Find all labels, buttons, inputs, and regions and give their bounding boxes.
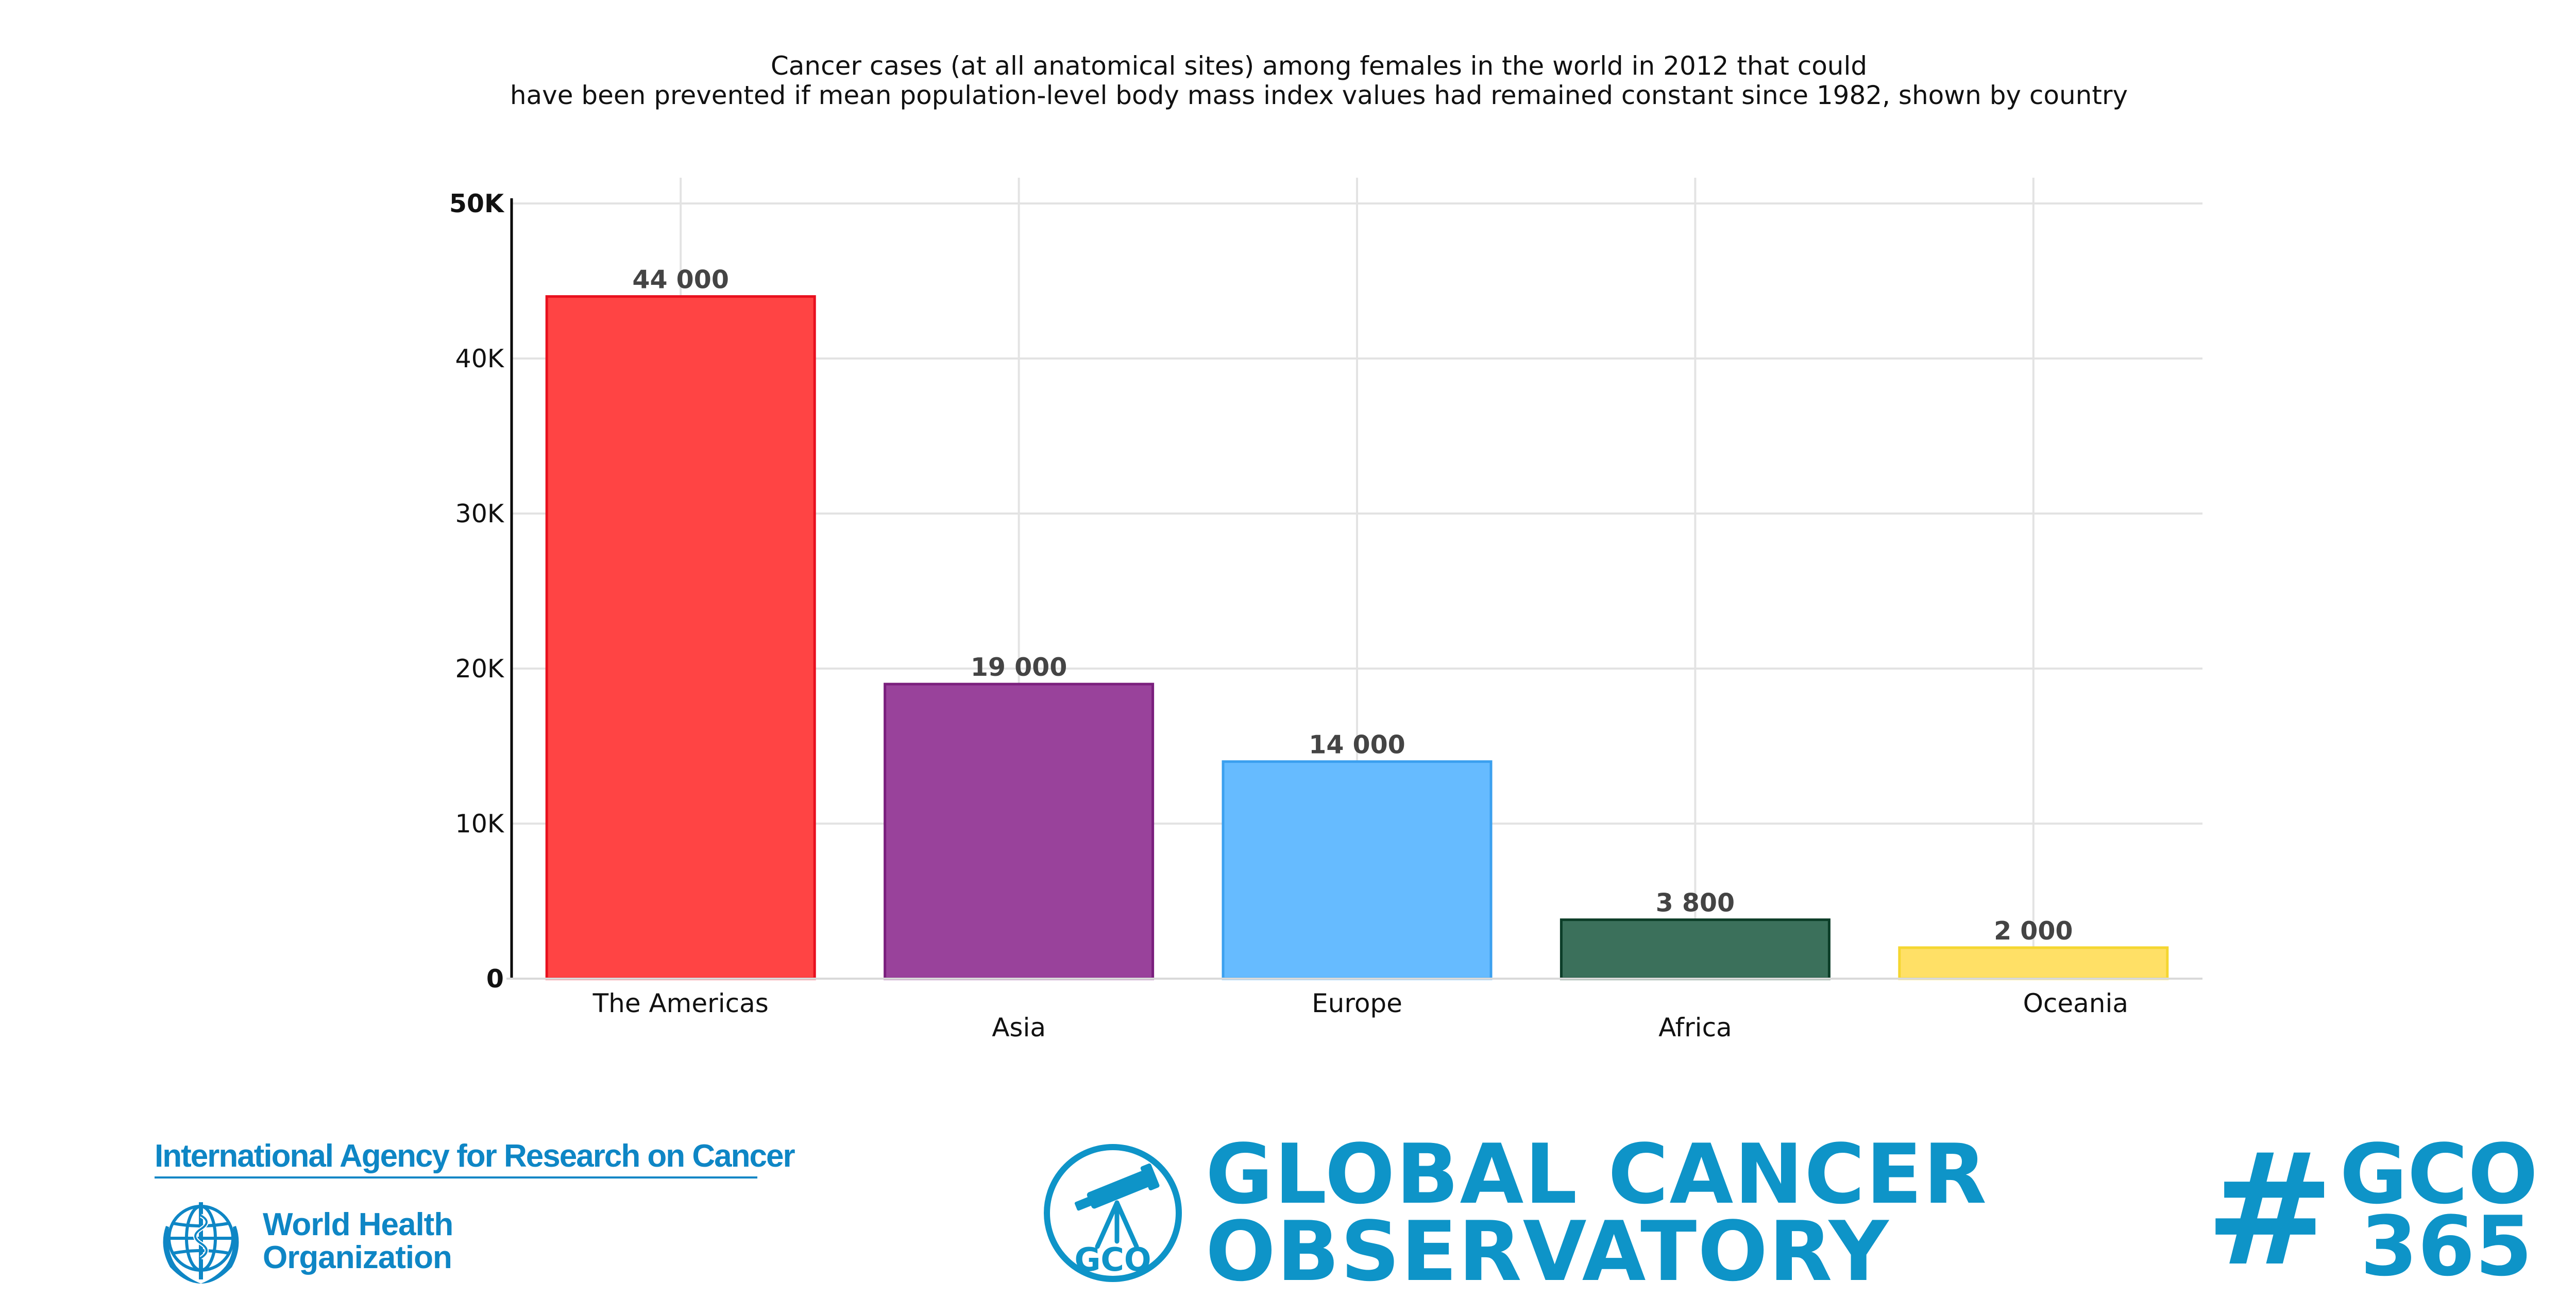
gco-title-line1: GLOBAL CANCER <box>1206 1126 1988 1222</box>
bar <box>1898 946 2169 980</box>
y-tick-label: 0 <box>486 964 504 994</box>
bar <box>884 682 1155 980</box>
y-tick-label: 20K <box>455 654 505 684</box>
hashtag-line2: 365 <box>2360 1198 2533 1294</box>
x-tick-label: Africa <box>1658 1013 1732 1043</box>
bar <box>1560 918 1831 980</box>
bar-value-label: 44 000 <box>632 265 729 295</box>
gco-title: GLOBAL CANCER OBSERVATORY <box>1206 1126 1988 1300</box>
x-tick-label: Oceania <box>2023 988 2128 1018</box>
chart-title-line2: have been prevented if mean population-l… <box>510 80 2128 110</box>
y-tick-label: 10K <box>455 809 505 839</box>
gco-title-line2: OBSERVATORY <box>1206 1203 1890 1300</box>
chart-title-line1: Cancer cases (at all anatomical sites) a… <box>770 51 1868 81</box>
who-logo: World Health Organization <box>155 1195 453 1288</box>
bar-value-label: 2 000 <box>1994 916 2073 946</box>
hashtag-gco365: # GCO 365 <box>2205 1133 2538 1288</box>
y-tick-label: 50K <box>449 189 505 218</box>
x-tick-label: The Americas <box>592 988 769 1018</box>
x-tick-label: Europe <box>1312 988 1402 1018</box>
axes <box>506 198 2202 980</box>
labels: 0 10K 20K 30K 40K 50K 44 000 The Americas 19 000… <box>449 189 2128 1043</box>
bar-value-label: 19 000 <box>971 653 1067 682</box>
hashtag-line1: GCO <box>2340 1126 2538 1222</box>
x-tick-label: Asia <box>992 1013 1046 1043</box>
iarc-divider <box>155 1176 757 1179</box>
iarc-logo: International Agency for Research on Can… <box>155 1138 795 1179</box>
who-name: World Health Organization <box>263 1208 453 1274</box>
iarc-name: International Agency for Research on Can… <box>155 1138 795 1174</box>
y-tick-label: 40K <box>455 344 505 373</box>
hash-icon: # <box>2205 1120 2335 1300</box>
gco-telescope-icon: GCO <box>1044 1144 1182 1282</box>
bar-value-label: 3 800 <box>1656 889 1735 918</box>
who-name-line2: Organization <box>263 1240 452 1275</box>
bar <box>545 295 816 980</box>
who-emblem-icon <box>163 1202 239 1284</box>
bar-value-label: 14 000 <box>1309 730 1405 760</box>
bars <box>545 295 2169 980</box>
y-tick-label: 30K <box>455 499 505 528</box>
hashtag-text: GCO 365 <box>2340 1126 2538 1294</box>
chart-title: Cancer cases (at all anatomical sites) a… <box>0 52 2576 110</box>
gco-emblem-text: GCO <box>1074 1241 1151 1278</box>
bar <box>1222 760 1493 980</box>
who-name-line1: World Health <box>263 1207 453 1242</box>
